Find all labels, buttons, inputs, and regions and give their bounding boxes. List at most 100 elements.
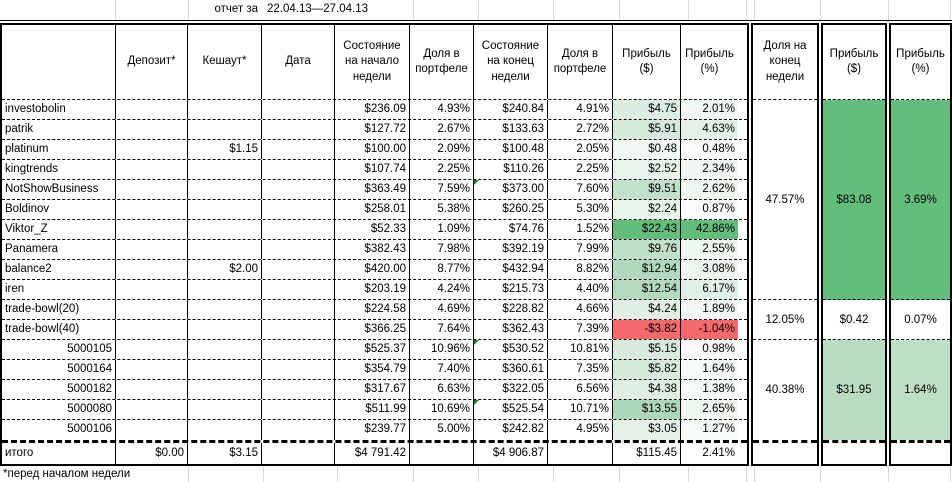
date-cell[interactable] — [262, 160, 335, 179]
share-start-cell[interactable]: 5.38% — [410, 200, 474, 219]
share-start-cell[interactable]: 2.09% — [410, 140, 474, 159]
deposit-cell[interactable] — [116, 180, 188, 199]
group3-share-cell[interactable]: 40.38% — [753, 340, 817, 440]
account-name-cell[interactable]: trade-bowl(40) — [2, 320, 116, 339]
end-balance-cell[interactable]: $432.94 — [474, 260, 548, 279]
date-cell[interactable] — [262, 380, 335, 399]
share-end-cell[interactable]: 8.82% — [548, 260, 613, 279]
profit-pct-cell[interactable]: 2.01% — [681, 100, 738, 119]
profit-pct-total-empty-cell[interactable] — [891, 440, 950, 464]
profit-usd-cell[interactable]: $0.48 — [613, 140, 681, 159]
profit-pct-cell[interactable]: 2.34% — [681, 160, 738, 179]
total-start-balance-cell[interactable]: $4 791.42 — [335, 443, 410, 464]
cashout-cell[interactable]: $1.15 — [188, 140, 262, 159]
date-cell[interactable] — [262, 180, 335, 199]
start-balance-cell[interactable]: $100.00 — [335, 140, 410, 159]
profit-usd-cell[interactable]: $4.75 — [613, 100, 681, 119]
profit-usd-cell[interactable]: $5.91 — [613, 120, 681, 139]
header-cashout[interactable]: Кешаут* — [188, 25, 262, 99]
cashout-cell[interactable] — [188, 400, 262, 419]
group2-profit-usd-cell[interactable]: $0.42 — [823, 300, 885, 340]
deposit-cell[interactable] — [116, 220, 188, 239]
profit-pct-cell[interactable]: 1.89% — [681, 300, 738, 319]
share-start-cell[interactable]: 2.67% — [410, 120, 474, 139]
deposit-cell[interactable] — [116, 380, 188, 399]
cashout-cell[interactable] — [188, 300, 262, 319]
deposit-cell[interactable] — [116, 200, 188, 219]
share-end-cell[interactable]: 4.91% — [548, 100, 613, 119]
start-balance-cell[interactable]: $52.33 — [335, 220, 410, 239]
header-end-balance[interactable]: Состояние на конец недели — [474, 25, 548, 99]
date-cell[interactable] — [262, 300, 335, 319]
end-balance-cell[interactable]: $392.19 — [474, 240, 548, 259]
date-cell[interactable] — [262, 320, 335, 339]
cashout-cell[interactable] — [188, 360, 262, 379]
deposit-cell[interactable] — [116, 320, 188, 339]
account-name-cell[interactable]: 5000105 — [2, 340, 116, 359]
deposit-cell[interactable] — [116, 260, 188, 279]
account-name-cell[interactable]: iren — [2, 280, 116, 299]
account-name-cell[interactable]: platinum — [2, 140, 116, 159]
header-group-profit-pct[interactable]: Прибыль (%) — [891, 25, 950, 100]
start-balance-cell[interactable]: $107.74 — [335, 160, 410, 179]
account-name-cell[interactable]: investobolin — [2, 100, 116, 119]
end-balance-cell[interactable]: $530.52 — [474, 340, 548, 359]
deposit-cell[interactable] — [116, 280, 188, 299]
deposit-cell[interactable] — [116, 400, 188, 419]
cashout-cell[interactable] — [188, 340, 262, 359]
profit-usd-cell[interactable]: $2.24 — [613, 200, 681, 219]
share-end-cell[interactable]: 4.40% — [548, 280, 613, 299]
header-profit-usd[interactable]: Прибыль ($) — [613, 25, 681, 99]
account-name-cell[interactable]: 5000182 — [2, 380, 116, 399]
share-start-cell[interactable]: 6.63% — [410, 380, 474, 399]
profit-pct-cell[interactable]: 1.27% — [681, 420, 738, 440]
profit-usd-cell[interactable]: $12.54 — [613, 280, 681, 299]
header-share-start[interactable]: Доля в портфеле — [410, 25, 474, 99]
profit-usd-cell[interactable]: $13.55 — [613, 400, 681, 419]
profit-pct-cell[interactable]: 2.55% — [681, 240, 738, 259]
deposit-cell[interactable] — [116, 360, 188, 379]
profit-usd-cell[interactable]: $12.94 — [613, 260, 681, 279]
profit-pct-cell[interactable]: 3.08% — [681, 260, 738, 279]
end-balance-cell[interactable]: $110.26 — [474, 160, 548, 179]
profit-usd-cell[interactable]: $4.24 — [613, 300, 681, 319]
profit-usd-cell[interactable]: $9.76 — [613, 240, 681, 259]
profit-pct-cell[interactable]: 2.62% — [681, 180, 738, 199]
share-end-cell[interactable]: 7.60% — [548, 180, 613, 199]
share-end-cell[interactable]: 1.52% — [548, 220, 613, 239]
account-name-cell[interactable]: Panamera — [2, 240, 116, 259]
header-group-profit-usd[interactable]: Прибыль ($) — [823, 25, 885, 100]
deposit-cell[interactable] — [116, 420, 188, 440]
total-profit-usd-cell[interactable]: $115.45 — [613, 443, 681, 464]
date-cell[interactable] — [262, 120, 335, 139]
share-end-cell[interactable]: 10.81% — [548, 340, 613, 359]
profit-usd-cell[interactable]: $2.52 — [613, 160, 681, 179]
start-balance-cell[interactable]: $258.01 — [335, 200, 410, 219]
date-cell[interactable] — [262, 340, 335, 359]
header-share-end[interactable]: Доля в портфеле — [548, 25, 613, 99]
report-label[interactable]: отчет за — [214, 3, 258, 15]
end-balance-cell[interactable]: $74.76 — [474, 220, 548, 239]
end-balance-cell[interactable]: $525.54 — [474, 400, 548, 419]
share-end-cell[interactable]: 10.71% — [548, 400, 613, 419]
end-balance-cell[interactable]: $362.43 — [474, 320, 548, 339]
cashout-cell[interactable] — [188, 120, 262, 139]
account-name-cell[interactable]: Boldinov — [2, 200, 116, 219]
profit-pct-cell[interactable]: 6.17% — [681, 280, 738, 299]
group1-profit-usd-cell[interactable]: $83.08 — [823, 100, 885, 300]
total-date-cell[interactable] — [262, 443, 335, 464]
account-name-cell[interactable]: 5000080 — [2, 400, 116, 419]
share-start-cell[interactable]: 1.09% — [410, 220, 474, 239]
date-cell[interactable] — [262, 280, 335, 299]
cashout-cell[interactable] — [188, 280, 262, 299]
account-name-cell[interactable]: trade-bowl(20) — [2, 300, 116, 319]
total-label-cell[interactable]: итого — [2, 443, 116, 464]
header-deposit[interactable]: Депозит* — [116, 25, 188, 99]
end-balance-cell[interactable]: $360.61 — [474, 360, 548, 379]
start-balance-cell[interactable]: $382.43 — [335, 240, 410, 259]
start-balance-cell[interactable]: $511.99 — [335, 400, 410, 419]
account-name-cell[interactable]: Viktor_Z — [2, 220, 116, 239]
date-cell[interactable] — [262, 400, 335, 419]
start-balance-cell[interactable]: $354.79 — [335, 360, 410, 379]
group1-profit-pct-cell[interactable]: 3.69% — [891, 100, 950, 300]
